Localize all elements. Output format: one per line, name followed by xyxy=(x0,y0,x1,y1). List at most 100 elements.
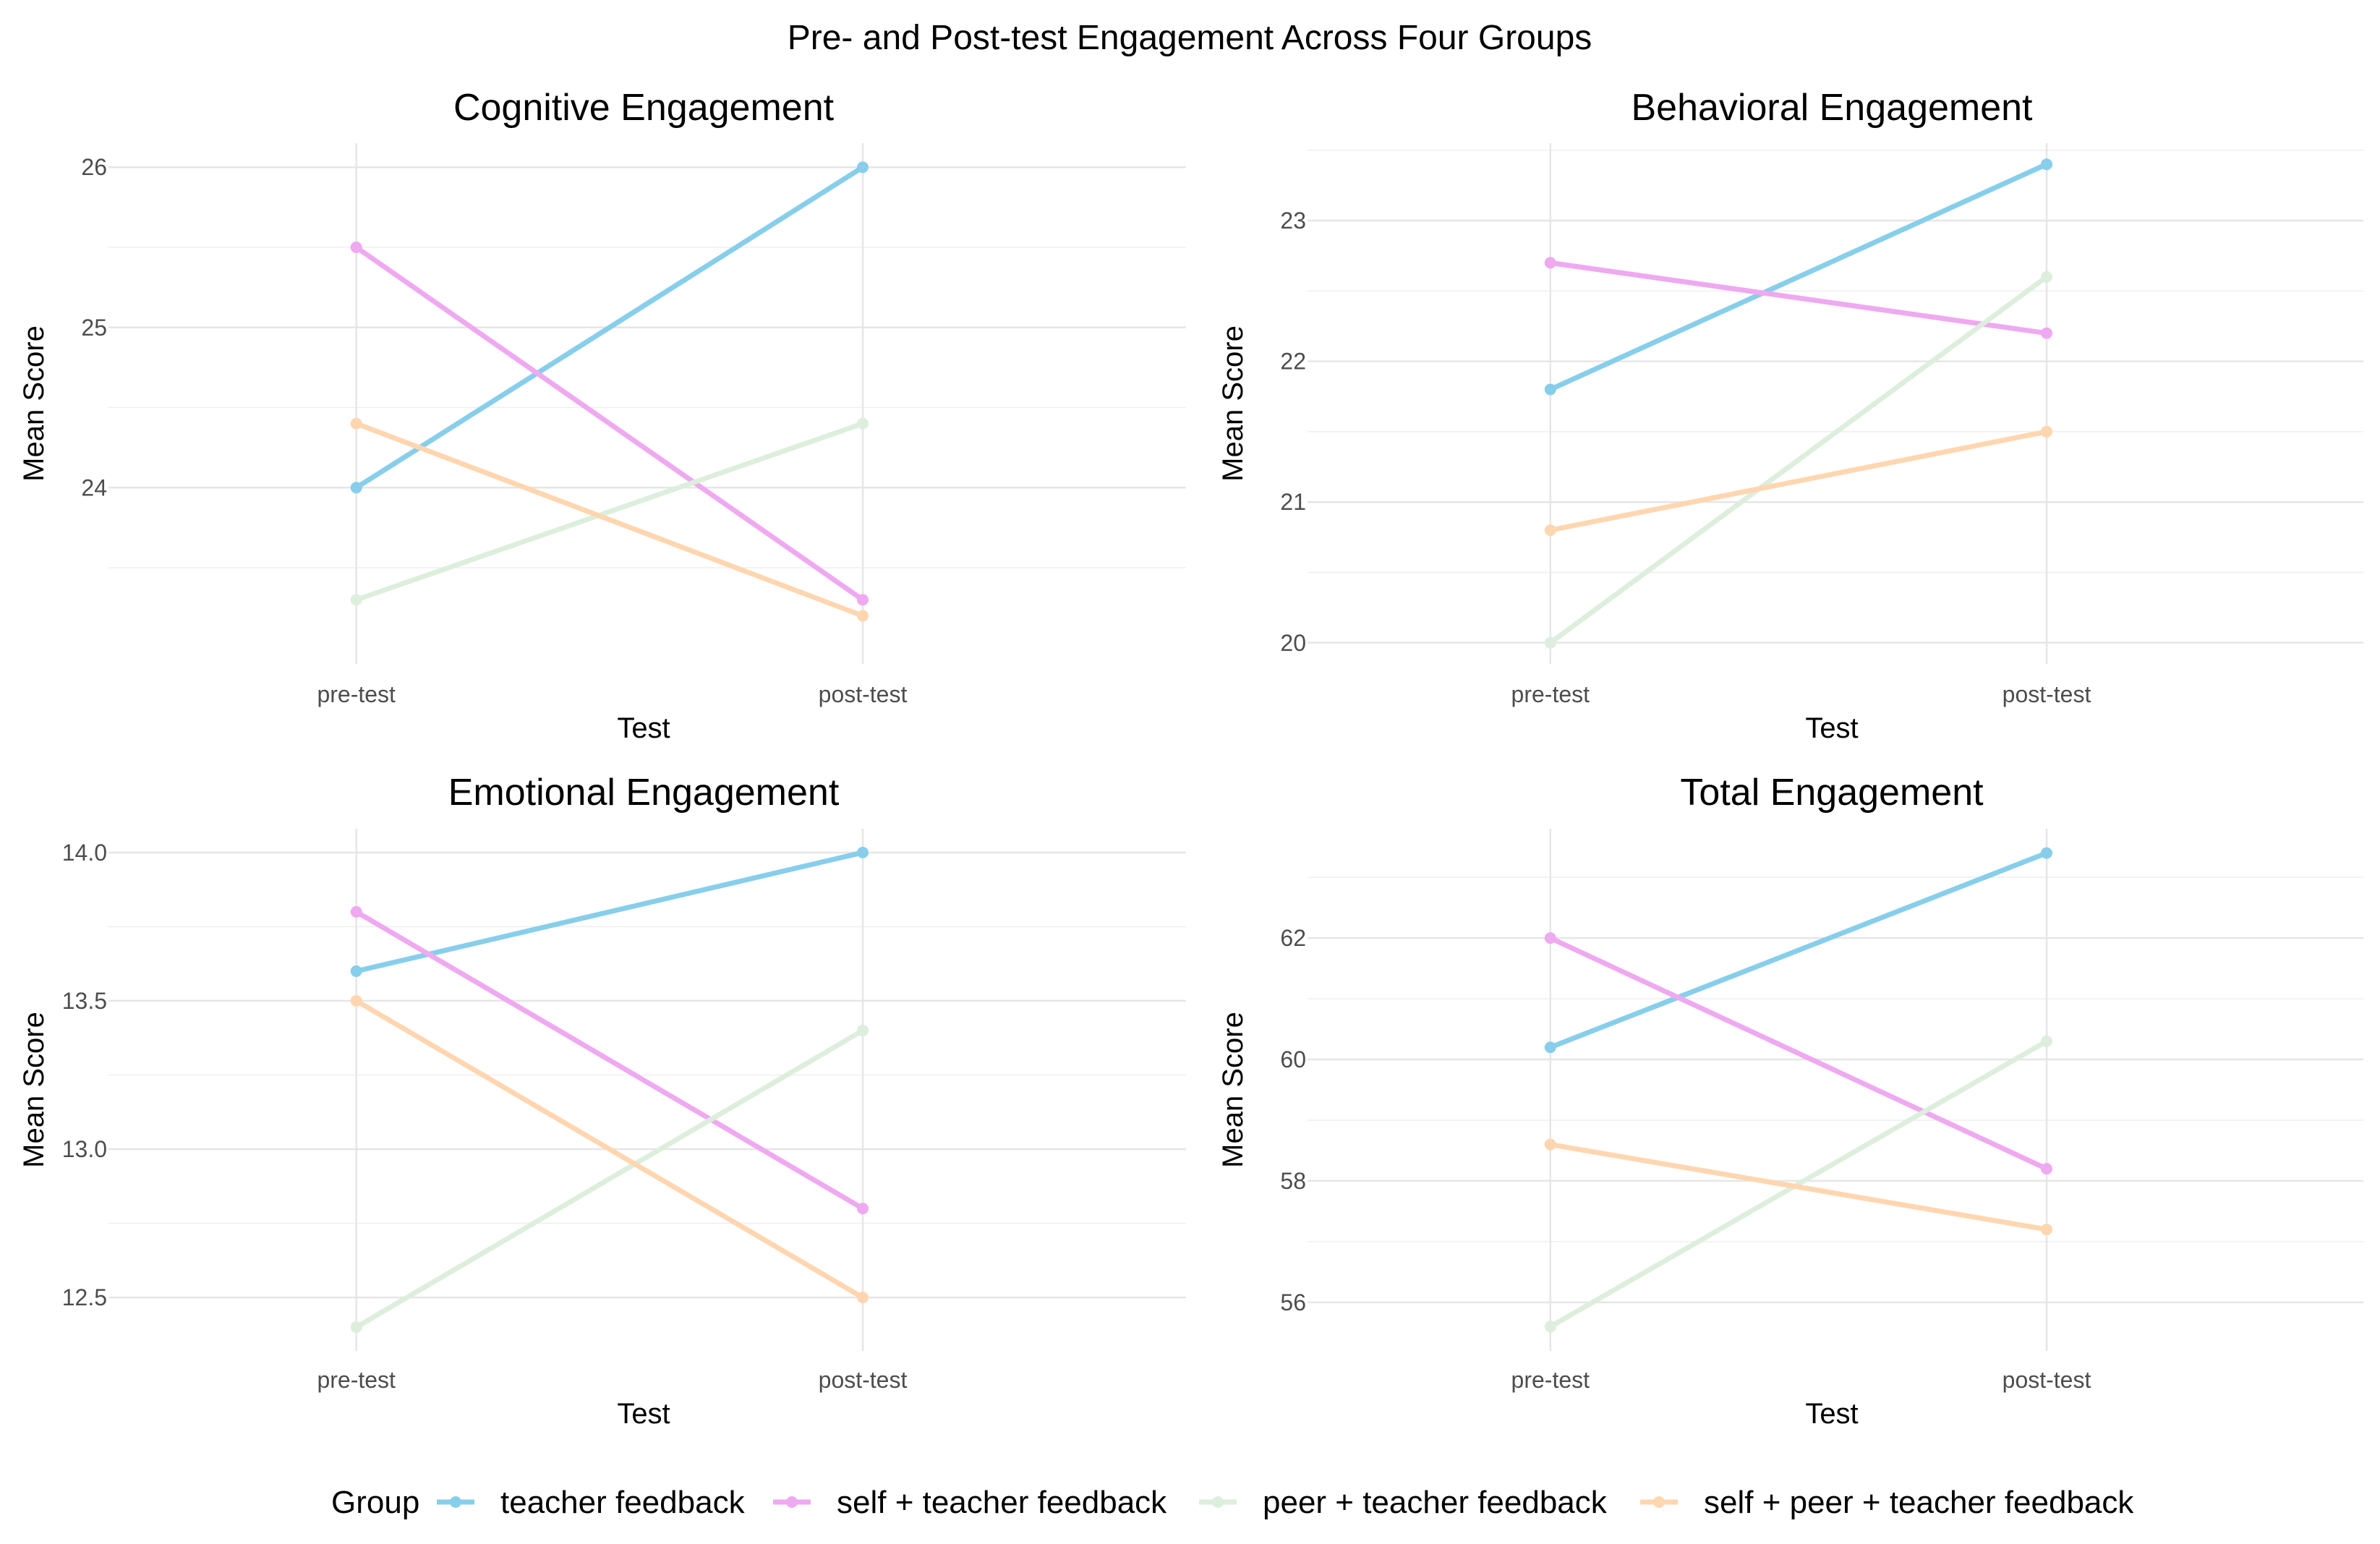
panels: 24 25 26 pre-test post-test Cognitive Engagem… xyxy=(18,87,2363,1430)
series-line-self-teacher-feedback xyxy=(1548,935,2050,1172)
series-line-teacher-feedback xyxy=(1548,850,2050,1050)
y-tick-label: 25 xyxy=(81,315,107,341)
data-point-self-peer-teacher-feedback xyxy=(1544,524,1556,537)
data-point-self-peer-teacher-feedback xyxy=(857,1292,869,1304)
y-tick-label: 14.0 xyxy=(62,840,107,866)
series-line-peer-teacher-feedback xyxy=(1548,274,2050,646)
data-point-teacher-feedback xyxy=(2041,847,2052,859)
data-point-teacher-feedback xyxy=(2041,158,2052,171)
series-line-self-peer-teacher-feedback xyxy=(1548,429,2050,533)
legend-key-point xyxy=(786,1496,798,1508)
x-tick-label: post-test xyxy=(819,1367,908,1393)
x-tick-label: pre-test xyxy=(317,1367,396,1393)
y-axis-label: Mean Score xyxy=(1217,325,1249,482)
y-tick-label: 26 xyxy=(81,154,107,180)
data-point-teacher-feedback xyxy=(857,161,869,174)
data-point-peer-teacher-feedback xyxy=(857,417,869,430)
series-line-peer-teacher-feedback xyxy=(354,1028,866,1330)
x-tick-label: post-test xyxy=(2002,681,2091,707)
series-line-self-peer-teacher-feedback xyxy=(354,421,866,619)
y-tick-label: 58 xyxy=(1280,1168,1306,1194)
data-point-self-teacher-feedback xyxy=(857,594,869,606)
data-point-teacher-feedback xyxy=(350,965,362,977)
y-axis-label: Mean Score xyxy=(18,325,50,482)
legend-label: self + teacher feedback xyxy=(837,1485,1167,1520)
data-point-teacher-feedback xyxy=(1544,1041,1556,1054)
legend: Group teacher feedback self + teacher fee… xyxy=(331,1485,2134,1520)
series-line-peer-teacher-feedback xyxy=(354,421,866,602)
x-axis-label: Test xyxy=(617,1398,670,1430)
x-axis-label: Test xyxy=(1805,712,1858,744)
panel-title: Behavioral Engagement xyxy=(1631,87,2033,129)
y-tick-label: 56 xyxy=(1280,1289,1306,1315)
y-tick-label: 20 xyxy=(1280,630,1306,656)
x-axis-label: Test xyxy=(617,712,670,744)
data-point-self-peer-teacher-feedback xyxy=(2041,1224,2052,1236)
data-point-peer-teacher-feedback xyxy=(857,1024,869,1036)
legend-key-point xyxy=(1212,1496,1224,1508)
series-line-teacher-feedback xyxy=(354,164,866,490)
legend-title: Group xyxy=(331,1485,419,1520)
data-point-self-peer-teacher-feedback xyxy=(350,994,362,1007)
data-point-teacher-feedback xyxy=(857,846,869,858)
legend-item-self-peer-teacher-feedback: self + peer + teacher feedback xyxy=(1640,1485,2134,1520)
legend-key-point xyxy=(450,1496,461,1508)
data-point-self-peer-teacher-feedback xyxy=(1544,1138,1556,1151)
data-point-self-teacher-feedback xyxy=(2041,327,2052,339)
x-tick-label: post-test xyxy=(819,681,908,707)
data-point-self-teacher-feedback xyxy=(2041,1163,2052,1175)
data-point-peer-teacher-feedback xyxy=(350,594,362,606)
legend-label: teacher feedback xyxy=(500,1485,746,1520)
series-line-self-peer-teacher-feedback xyxy=(354,998,866,1300)
x-tick-label: pre-test xyxy=(1511,1367,1590,1393)
legend-label: self + peer + teacher feedback xyxy=(1704,1485,2134,1520)
y-tick-label: 12.5 xyxy=(62,1284,107,1310)
legend-key-point xyxy=(1653,1496,1665,1508)
y-tick-label: 13.5 xyxy=(62,988,107,1014)
data-point-self-peer-teacher-feedback xyxy=(857,610,869,622)
x-tick-label: pre-test xyxy=(317,681,396,707)
panel-title: Total Engagement xyxy=(1680,772,1984,814)
y-tick-label: 23 xyxy=(1280,208,1306,234)
panel-emotional-engagement: 12.5 13.0 13.5 14.0 pre-test post-test Emotion… xyxy=(18,772,1186,1430)
data-point-peer-teacher-feedback xyxy=(350,1321,362,1334)
data-point-peer-teacher-feedback xyxy=(2041,270,2052,283)
legend-item-self-teacher-feedback: self + teacher feedback xyxy=(773,1485,1167,1520)
y-tick-label: 22 xyxy=(1280,349,1306,375)
legend-item-teacher-feedback: teacher feedback xyxy=(437,1485,746,1520)
data-point-self-teacher-feedback xyxy=(350,242,362,253)
panel-title: Cognitive Engagement xyxy=(453,87,835,129)
x-tick-label: post-test xyxy=(2002,1367,2091,1393)
series-line-self-peer-teacher-feedback xyxy=(1548,1142,2050,1232)
y-tick-label: 21 xyxy=(1280,489,1306,515)
series-line-self-teacher-feedback xyxy=(354,244,866,602)
x-tick-label: pre-test xyxy=(1511,681,1590,707)
legend-label: peer + teacher feedback xyxy=(1263,1485,1608,1520)
series-line-self-teacher-feedback xyxy=(354,909,866,1211)
data-point-peer-teacher-feedback xyxy=(1544,1321,1556,1333)
data-point-self-teacher-feedback xyxy=(350,905,362,918)
data-point-peer-teacher-feedback xyxy=(2041,1035,2052,1047)
panel-title: Emotional Engagement xyxy=(448,772,840,814)
series-line-teacher-feedback xyxy=(1548,161,2050,393)
data-point-self-teacher-feedback xyxy=(1544,257,1556,269)
y-tick-label: 13.0 xyxy=(62,1136,107,1162)
legend-item-peer-teacher-feedback: peer + teacher feedback xyxy=(1199,1485,1608,1520)
y-axis-label: Mean Score xyxy=(1217,1012,1249,1168)
data-point-teacher-feedback xyxy=(1544,383,1556,396)
series-line-peer-teacher-feedback xyxy=(1548,1038,2050,1329)
series-line-teacher-feedback xyxy=(354,850,866,974)
data-point-peer-teacher-feedback xyxy=(1544,636,1556,649)
y-tick-label: 24 xyxy=(81,474,107,500)
panel-cognitive-engagement: 24 25 26 pre-test post-test Cognitive Engagem… xyxy=(18,87,1186,744)
y-axis-label: Mean Score xyxy=(18,1012,50,1168)
y-tick-label: 62 xyxy=(1280,925,1306,951)
data-point-teacher-feedback xyxy=(350,482,362,494)
series-line-self-teacher-feedback xyxy=(1548,260,2050,336)
x-axis-label: Test xyxy=(1805,1398,1858,1430)
panel-behavioral-engagement: 20 21 22 23 pre-test post-test Behavioral Enga… xyxy=(1217,87,2363,744)
y-tick-label: 60 xyxy=(1280,1046,1306,1072)
data-point-self-teacher-feedback xyxy=(1544,932,1556,944)
data-point-self-peer-teacher-feedback xyxy=(350,417,362,430)
